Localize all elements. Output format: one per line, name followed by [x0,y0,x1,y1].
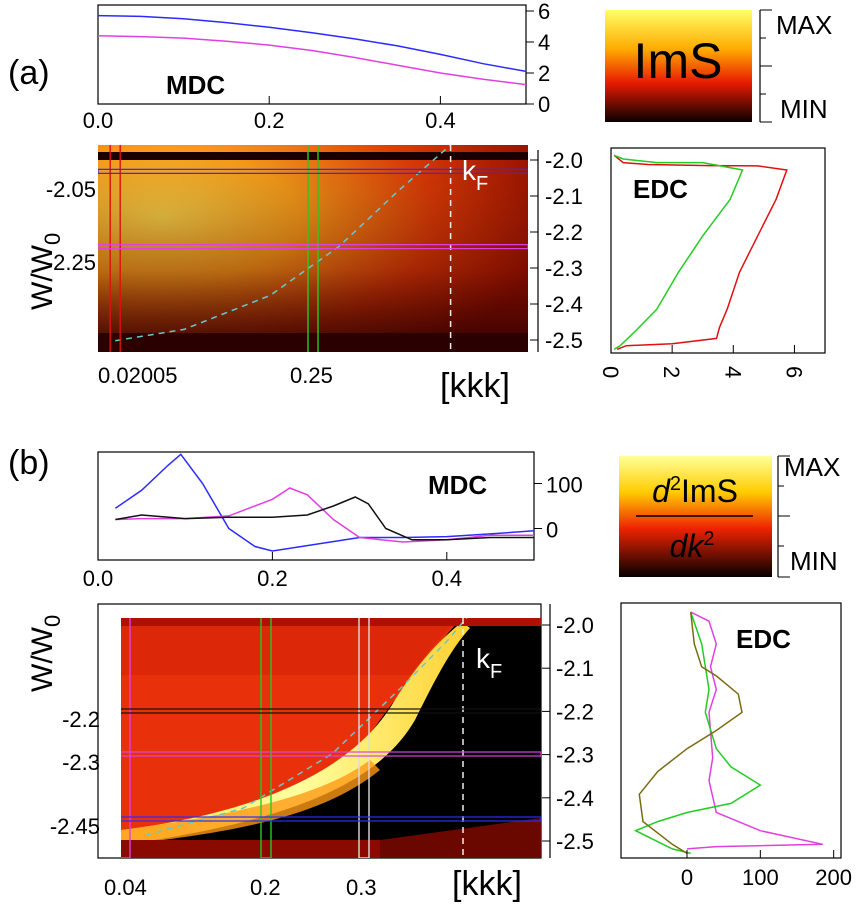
panel-b-edc-frame [620,602,842,859]
heatmap-b-dispersion [145,618,468,837]
mdc-b-series-0 [114,453,535,552]
mdc-a-xtick-0: 0.0 [83,108,114,133]
panel-b-ylabel: W/W0 [26,615,65,692]
panel-b-edc-title: EDC [736,624,791,654]
panel-b-bottom-xtick-2: 0.3 [346,875,377,900]
heatmap-a-right-tick-0: -2.0 [545,148,583,173]
heatmap-b-hline-0 [121,708,541,714]
edc-a-series-1 [613,154,744,350]
panel-a-colorbar-min: MIN [780,94,828,124]
panel-a-left-ytick-1: -2.25 [46,250,96,275]
panel-b-colorbar-denominator: dk2 [670,528,715,564]
heatmap-b-right-tick-4: -2.4 [556,786,594,811]
heatmap-b-right-tick-1: -2.1 [556,656,594,681]
mdc-a-ytick-3: 6 [538,0,550,24]
mdc-a-ytick-2: 4 [538,30,550,55]
heatmap-a-right-tick-2: -2.2 [545,220,583,245]
panel-a-xlabel: [kkk] [440,367,510,405]
heatmap-a-hline-0 [98,168,528,174]
edc-a-xtick-1: 2 [659,366,684,378]
panel-a-mdc-frame [97,4,527,105]
mdc-b-xtick-0: 0.0 [83,566,114,591]
panel-a-heatmap: -2.05 -2.25 kF -2.0-2.1-2.2-2.3-2.4-2.5 … [10,145,583,405]
panel-b-bottom-xtick-1: 0.2 [250,875,281,900]
mdc-a-xtick-2: 0.4 [425,108,456,133]
mdc-b-ytick-0: 0 [546,518,558,543]
mdc-a-series-0 [97,14,527,73]
panel-b-colorbar-min: MIN [790,546,838,576]
heatmap-b-hline-2 [121,816,541,822]
edc-a-xtick-0: 0 [598,366,623,378]
edc-b-xtick-0: 0 [681,865,693,890]
edc-b-series-2 [638,612,743,855]
panel-b-mdc-title: MDC [428,470,487,500]
mdc-a-xtick-1: 0.2 [254,108,285,133]
mdc-b-series-2 [115,496,534,541]
panel-a-left-ytick-0: -2.05 [46,177,96,202]
heatmap-a-right-tick-5: -2.5 [545,328,583,353]
panel-b-left-ytick-0: -2.2 [62,707,100,732]
heatmap-b-right-tick-0: -2.0 [556,613,594,638]
heatmap-b-right-tick-5: -2.5 [556,829,594,854]
panel-a-label: (a) [8,54,50,92]
panel-a-edc-title: EDC [633,174,688,204]
panel-b-heatmap: kF -2.0 -2.1 -2.2 -2.3 -2.4 -2.5 [kkk] -2.2 -… [26,603,594,903]
panel-b-xlabel: [kkk] [452,865,522,903]
panel-a-colorbar: ImS MAX MIN [605,9,832,124]
panel-b-bottom-xtick-0: 0.04 [104,875,147,900]
edc-a-series-0 [613,154,788,350]
panel-a-heatmap-bottom-band [98,333,528,352]
panel-a-ylabel: W/W0 [26,233,65,310]
panel-a-edc-frame [610,147,826,354]
mdc-a-ytick-1: 2 [538,61,550,86]
heatmap-a-hline-1 [98,244,528,250]
panel-b-left-ytick-1: -2.3 [62,750,100,775]
panel-a-bottom-xtick-0: 0.02005 [98,363,178,388]
edc-a-xtick-3: 6 [781,366,806,378]
edc-a-xtick-2: 4 [720,366,745,378]
mdc-b-xtick-1: 0.2 [257,566,288,591]
heatmap-a-right-tick-3: -2.3 [545,256,583,281]
panel-a-colorbar-title: ImS [634,33,723,89]
heatmap-b-vbox-2 [358,618,370,858]
panel-a-colorbar-max: MAX [776,10,832,40]
panel-a-heatmap-top-band [98,152,528,160]
panel-a-kf-label: kF [462,155,488,195]
panel-b-colorbar: d2ImS dk2 MAX MIN [619,452,840,578]
heatmap-b-right-tick-3: -2.3 [556,743,594,768]
panel-b-label: (b) [8,444,50,482]
heatmap-b-right-tick-2: -2.2 [556,699,594,724]
heatmap-b-hline-1 [121,751,541,757]
panel-b-kf-label: kF [476,643,502,683]
heatmap-a-right-tick-1: -2.1 [545,184,583,209]
heatmap-a-dispersion [115,145,452,342]
panel-a-colorbar-gradient [605,10,752,122]
mdc-a-series-1 [97,35,527,86]
panel-b-mdc-plot: MDC 0.0 0.2 0.4 0 100 [83,451,583,591]
heatmap-b-vbox-0 [121,618,131,858]
heatmap-b-vbox-1 [260,618,272,858]
edc-b-xtick-2: 200 [815,865,852,890]
panel-b-edc-plot: EDC 0 100 200 [620,602,852,890]
panel-a-mdc-title: MDC [166,70,225,100]
panel-b-left-ytick-2: -2.45 [50,814,100,839]
panel-a-mdc-plot: MDC 0.0 0.2 0.4 0 2 4 6 [83,0,551,133]
mdc-b-ytick-1: 100 [546,473,583,498]
edc-b-series-0 [686,611,823,850]
panel-a-bottom-xtick-1: 0.25 [290,363,333,388]
panel-a-edc-plot: EDC 0 2 4 6 [598,147,826,378]
panel-b-colorbar-max: MAX [784,452,840,482]
heatmap-a-right-tick-4: -2.4 [545,292,583,317]
heatmap-a-vbox-1 [307,145,319,352]
mdc-a-ytick-0: 0 [538,92,550,117]
edc-b-series-1 [633,611,762,855]
heatmap-a-vbox-0 [109,145,121,352]
edc-b-xtick-1: 100 [742,865,779,890]
mdc-b-xtick-2: 0.4 [432,566,463,591]
panel-b-colorbar-numerator: d2ImS [652,473,738,509]
panel-b-mdc-frame [97,451,535,561]
